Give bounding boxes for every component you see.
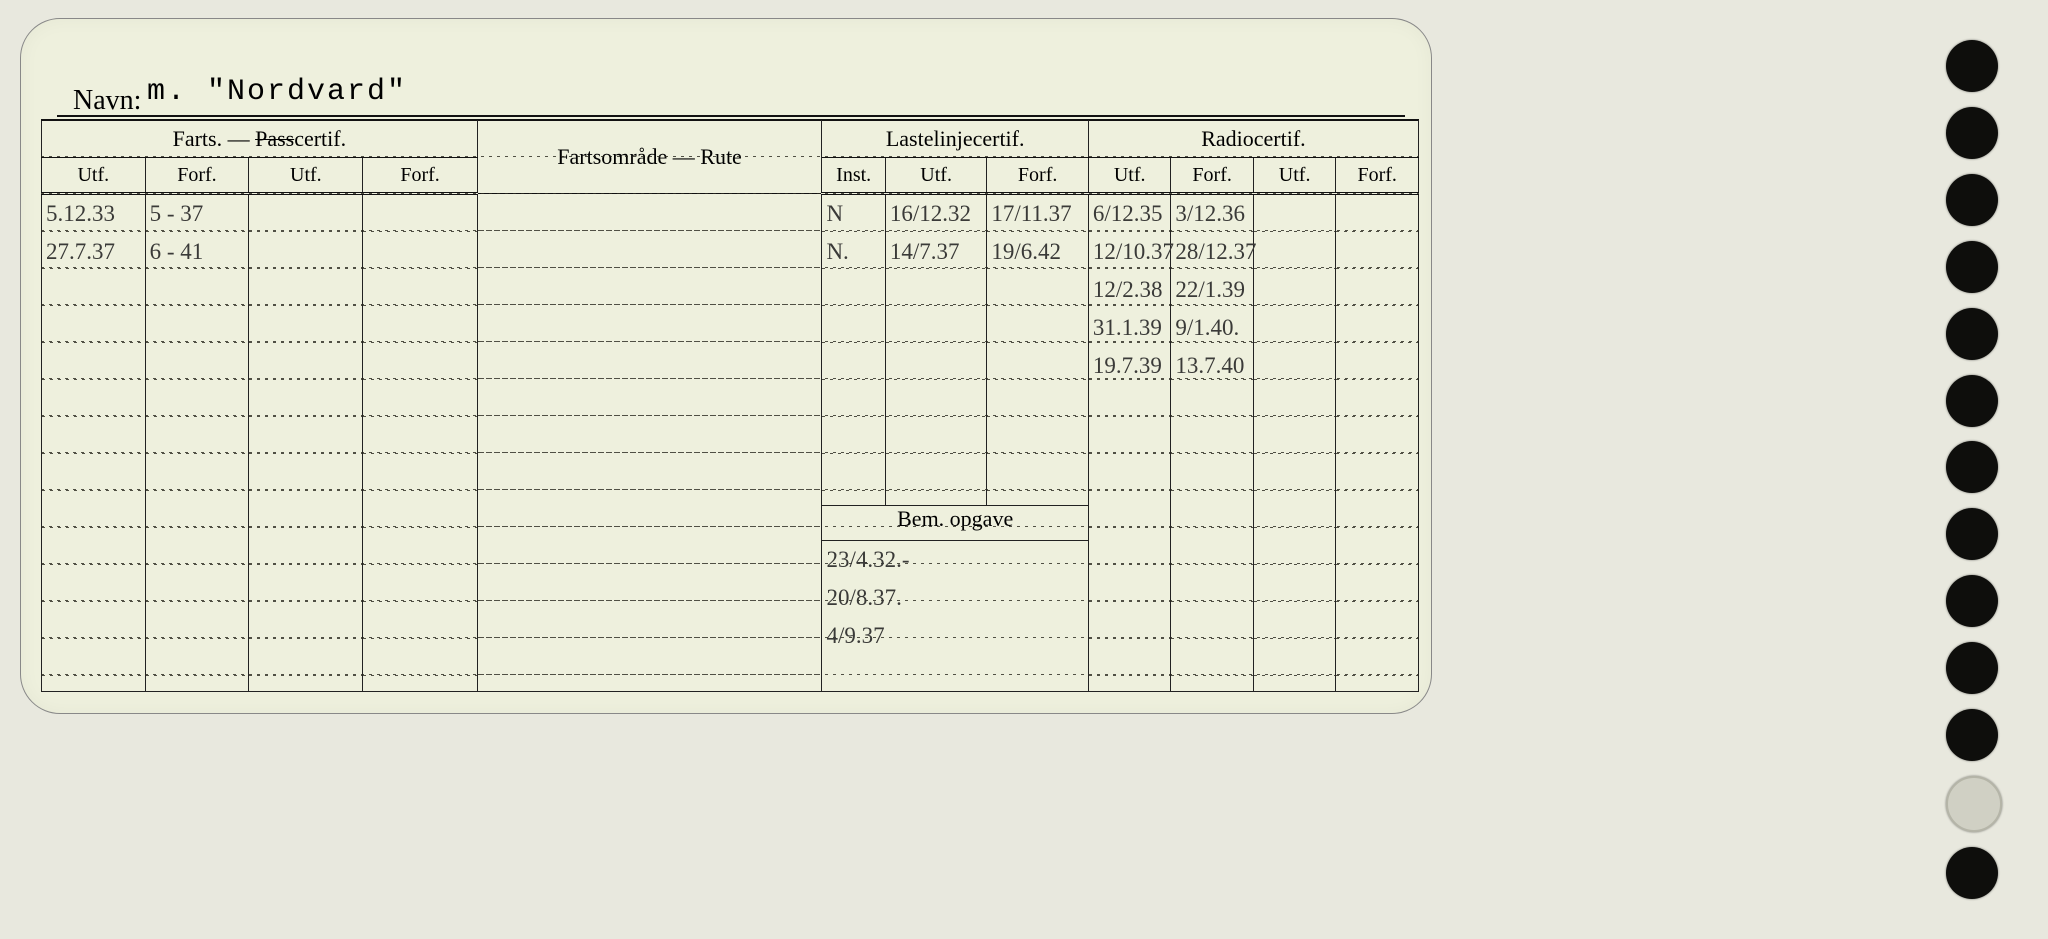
hdr-radio-utf2: Utf. (1253, 158, 1335, 194)
hdr-farts-utf1: Utf. (42, 158, 146, 194)
hole-icon (1946, 241, 1998, 293)
hdr-farts-utf2: Utf. (249, 158, 363, 194)
cell-laste-utf: 16/12.32 14/7.37 (885, 194, 987, 506)
hdr-radio-forf2: Forf. (1336, 158, 1419, 194)
navn-value: m. "Nordvard" (147, 75, 407, 109)
hdr-farts-forf1: Forf. (145, 158, 249, 194)
radio-utf1-values: 6/12.35 12/10.37 12/2.38 31.1.39 19.7.39 (1089, 195, 1170, 385)
navn-row: Navn: m. "Nordvard" (57, 71, 1405, 117)
hole-icon (1946, 441, 1998, 493)
cell-rute (477, 194, 822, 692)
cell-farts-utf2 (249, 194, 363, 692)
hdr-laste-inst: Inst. (822, 158, 885, 194)
cell-farts-utf1: 5.12.33 27.7.37 (42, 194, 146, 692)
cell-bem: 23/4.32.- 20/8.37. 4/9.37 (822, 541, 1088, 692)
cell-radio-forf2 (1336, 194, 1419, 692)
hole-icon (1946, 174, 1998, 226)
farts-utf1-values: 5.12.33 27.7.37 (42, 195, 145, 271)
hole-icon (1946, 375, 1998, 427)
laste-forf-values: 17/11.37 19/6.42 (987, 195, 1088, 271)
cell-radio-utf1: 6/12.35 12/10.37 12/2.38 31.1.39 19.7.39 (1088, 194, 1170, 692)
cell-radio-forf1: 3/12.36 28/12.37 22/1.39 9/1.40. 13.7.40 (1171, 194, 1253, 692)
record-card: Navn: m. "Nordvard" Farts. — Passcertif.… (20, 18, 1432, 714)
hdr-farts-forf2: Forf. (363, 158, 477, 194)
cell-laste-inst: N N. (822, 194, 885, 506)
hole-icon (1946, 508, 1998, 560)
hole-icon (1946, 709, 1998, 761)
hole-icon (1946, 847, 1998, 899)
hdr-radio-forf1: Forf. (1171, 158, 1253, 194)
laste-inst-values: N N. (822, 195, 884, 271)
certificate-grid: Farts. — Passcertif. Fartsområde — Rute … (41, 120, 1419, 692)
navn-label: Navn: (73, 85, 141, 117)
cell-radio-utf2 (1253, 194, 1335, 692)
main-table: Farts. — Passcertif. Fartsområde — Rute … (41, 119, 1419, 685)
hdr-laste-forf: Forf. (987, 158, 1089, 194)
laste-utf-values: 16/12.32 14/7.37 (886, 195, 987, 271)
hole-icon (1946, 308, 1998, 360)
cell-laste-forf: 17/11.37 19/6.42 (987, 194, 1089, 506)
hdr-bem: Bem. opgave (822, 506, 1088, 541)
hdr-radio-utf1: Utf. (1088, 158, 1170, 194)
bem-values: 23/4.32.- 20/8.37. 4/9.37 (822, 541, 1087, 655)
radio-forf1-values: 3/12.36 28/12.37 22/1.39 9/1.40. 13.7.40 (1171, 195, 1252, 385)
hdr-radio: Radiocertif. (1088, 121, 1418, 158)
binder-holes (1946, 40, 2002, 899)
hole-icon (1946, 40, 1998, 92)
cell-farts-forf2 (363, 194, 477, 692)
hdr-rute: Fartsområde — Rute (477, 121, 822, 194)
strike-pass: Pass (255, 126, 294, 151)
hdr-lastelinje: Lastelinjecertif. (822, 121, 1088, 158)
hole-icon (1946, 575, 1998, 627)
hole-icon (1946, 642, 1998, 694)
hdr-farts-group: Farts. — Passcertif. (42, 121, 478, 158)
cell-farts-forf1: 5 - 37 6 - 41 (145, 194, 249, 692)
hdr-laste-utf: Utf. (885, 158, 987, 194)
farts-forf1-values: 5 - 37 6 - 41 (146, 195, 249, 271)
hole-icon (1946, 776, 2002, 832)
hole-icon (1946, 107, 1998, 159)
